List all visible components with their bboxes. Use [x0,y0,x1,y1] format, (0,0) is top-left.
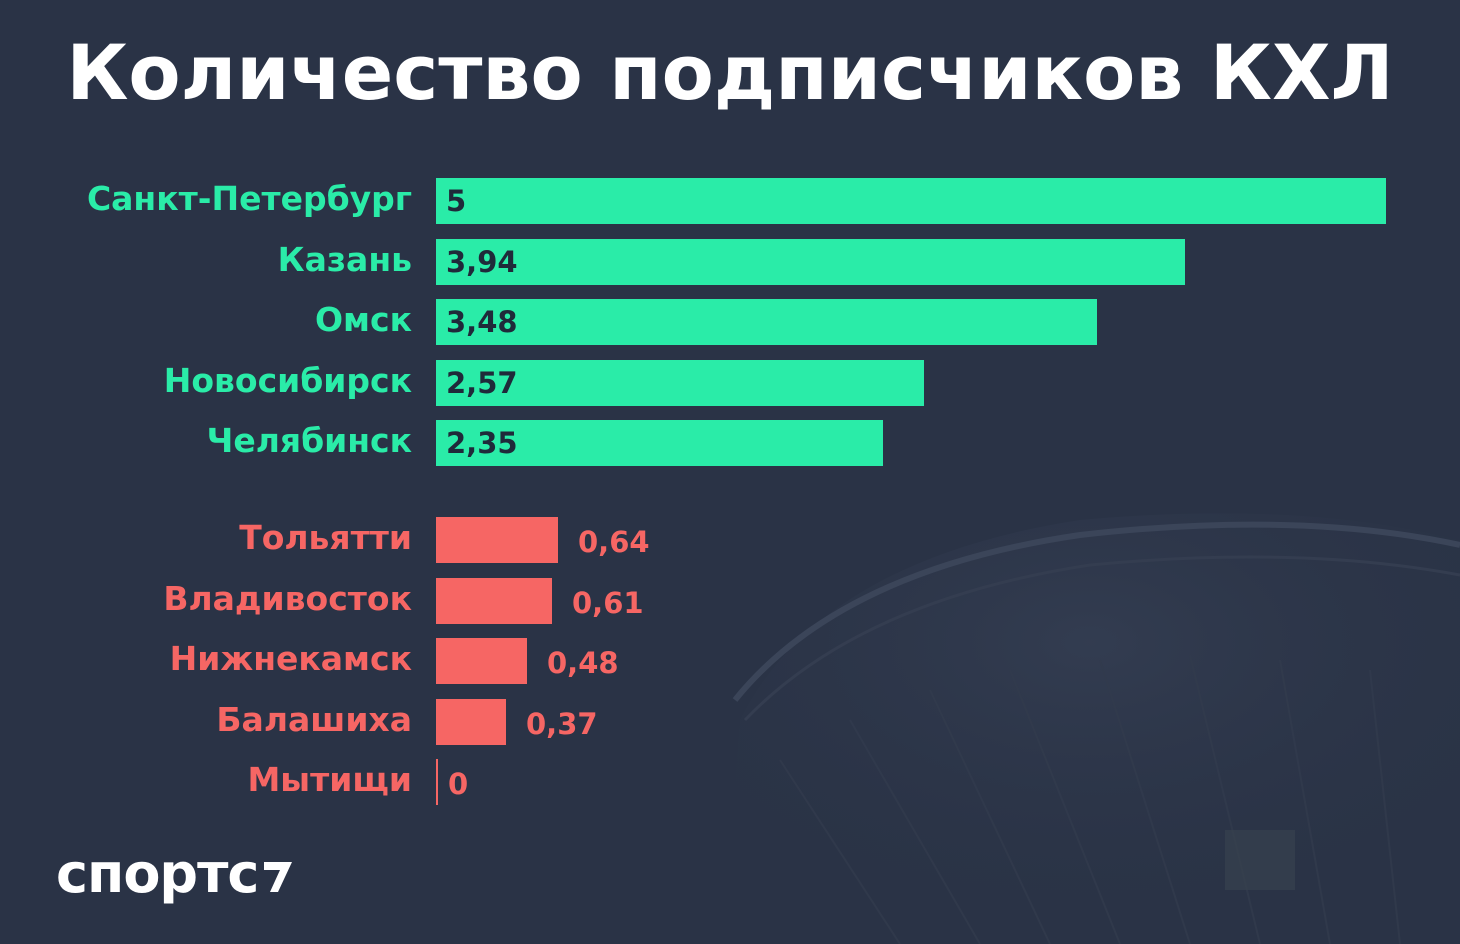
value-label: 3,94 [446,245,518,279]
value-label: 0,61 [572,586,644,620]
chart-title: Количество подписчиков КХЛ [66,28,1394,117]
category-label: Нижнекамск [169,639,412,678]
bar [436,360,924,406]
bar [436,299,1097,345]
category-label: Владивосток [163,579,412,618]
value-label: 0,64 [578,525,650,559]
category-label: Омск [315,300,412,339]
category-label: Мытищи [247,760,412,799]
value-label: 5 [446,184,467,218]
value-label: 0,37 [526,707,598,741]
category-label: Балашиха [216,700,412,739]
bar [436,638,527,684]
category-label: Тольятти [239,518,412,557]
bar [436,239,1185,285]
brand-logo: спортс [56,842,294,905]
brand-logo-mark-icon [264,862,293,892]
value-label: 0,48 [547,646,619,680]
value-label: 0 [448,767,469,801]
value-label: 2,35 [446,426,518,460]
category-label: Новосибирск [163,361,412,400]
bar [436,578,552,624]
bar [436,178,1386,224]
category-label: Челябинск [206,421,412,460]
bar [436,517,558,563]
category-label: Казань [277,240,412,279]
value-label: 3,48 [446,305,518,339]
category-label: Санкт-Петербург [86,179,412,218]
brand-logo-text: спортс [56,842,259,905]
bar [436,699,506,745]
bar [436,759,438,805]
bar [436,420,883,466]
value-label: 2,57 [446,366,518,400]
